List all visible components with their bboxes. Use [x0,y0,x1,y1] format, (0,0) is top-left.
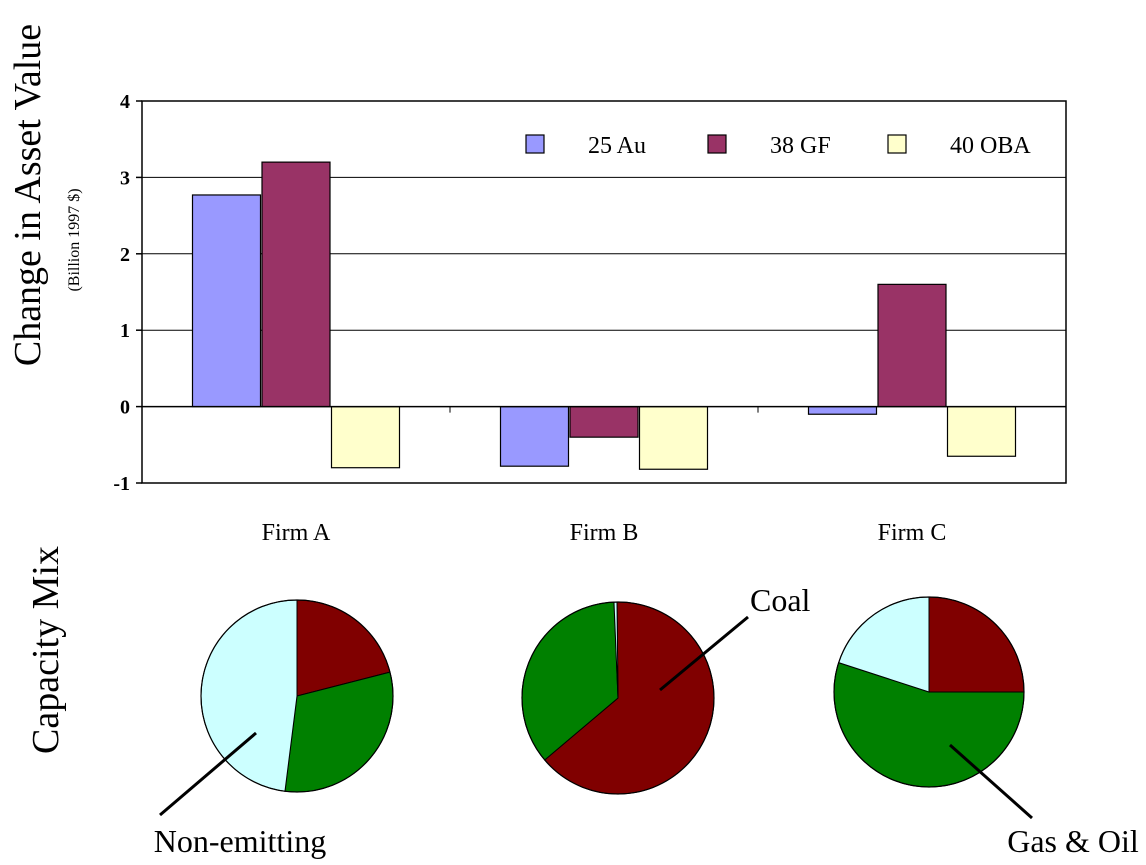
callout-label-coal: Coal [750,582,811,618]
pie-slice-firm-c-coal [928,596,1025,693]
pie-firm-c [833,596,1025,788]
bar-40-oba-firm-a [330,406,401,469]
y-tick-label: 1 [120,320,130,342]
y-tick-label: 3 [120,167,130,189]
callout-label-gas-oil: Gas & Oil [1007,823,1139,859]
bar-25-au-firm-c [807,406,878,415]
y-axis-sublabel: (Billion 1997 $) [66,188,83,291]
x-labels: Firm A Firm B Firm C [262,406,947,546]
y-tick-label: 4 [120,91,130,113]
callout-line-coal [659,615,749,692]
legend: 25 Au 38 GF 40 OBA [525,133,1031,159]
y-tick-label: -1 [113,473,130,495]
x-category-label: Firm C [878,520,947,546]
bar-25-au-firm-b [499,406,570,467]
bar-38-gf-firm-a [261,161,331,408]
legend-swatch-40-oba [887,134,907,154]
callout-label-non-emitting: Non-emitting [154,823,326,859]
y-tick-label: 0 [120,397,130,419]
plot-frame [141,100,1067,484]
legend-swatch-25-au [525,134,545,154]
x-category-label: Firm A [262,520,331,546]
legend-label-38-gf: 38 GF [770,133,831,159]
bar-40-oba-firm-b [638,406,709,470]
callout-line-gas-oil [949,743,1033,820]
callout-line-non-emitting [159,731,257,817]
callouts: Coal Gas & Oil Non-emitting [154,582,1139,859]
bar-40-oba-firm-c [946,406,1017,457]
legend-label-40-oba: 40 OBA [950,133,1031,159]
bar-25-au-firm-a [191,194,262,408]
pie-slice-firm-a-non-emitting [200,599,298,792]
pie-outline [521,601,715,795]
y-ticks: -1 0 1 2 3 4 [113,91,142,495]
pie-outline [833,596,1025,788]
legend-label-25-au: 25 Au [588,133,646,159]
pie-section: Capacity Mix Coal Gas & Oil Non-emitting [25,546,1139,859]
x-category-label: Firm B [570,520,639,546]
y-tick-label: 2 [120,244,130,266]
pies [200,596,1025,795]
pie-row-label: Capacity Mix [25,546,67,754]
pie-firm-b [521,601,715,795]
pie-outline [200,599,394,793]
bar-chart: -1 0 1 2 3 4 Firm A Firm B Firm C 25 Au 38 GF 40 … [7,24,1067,546]
legend-swatch-38-gf [707,134,727,154]
bars [191,161,1017,470]
bar-38-gf-firm-b [569,406,639,438]
pie-firm-a [200,599,394,793]
y-axis-label: Change in Asset Value [7,24,49,366]
bar-38-gf-firm-c [877,283,947,408]
